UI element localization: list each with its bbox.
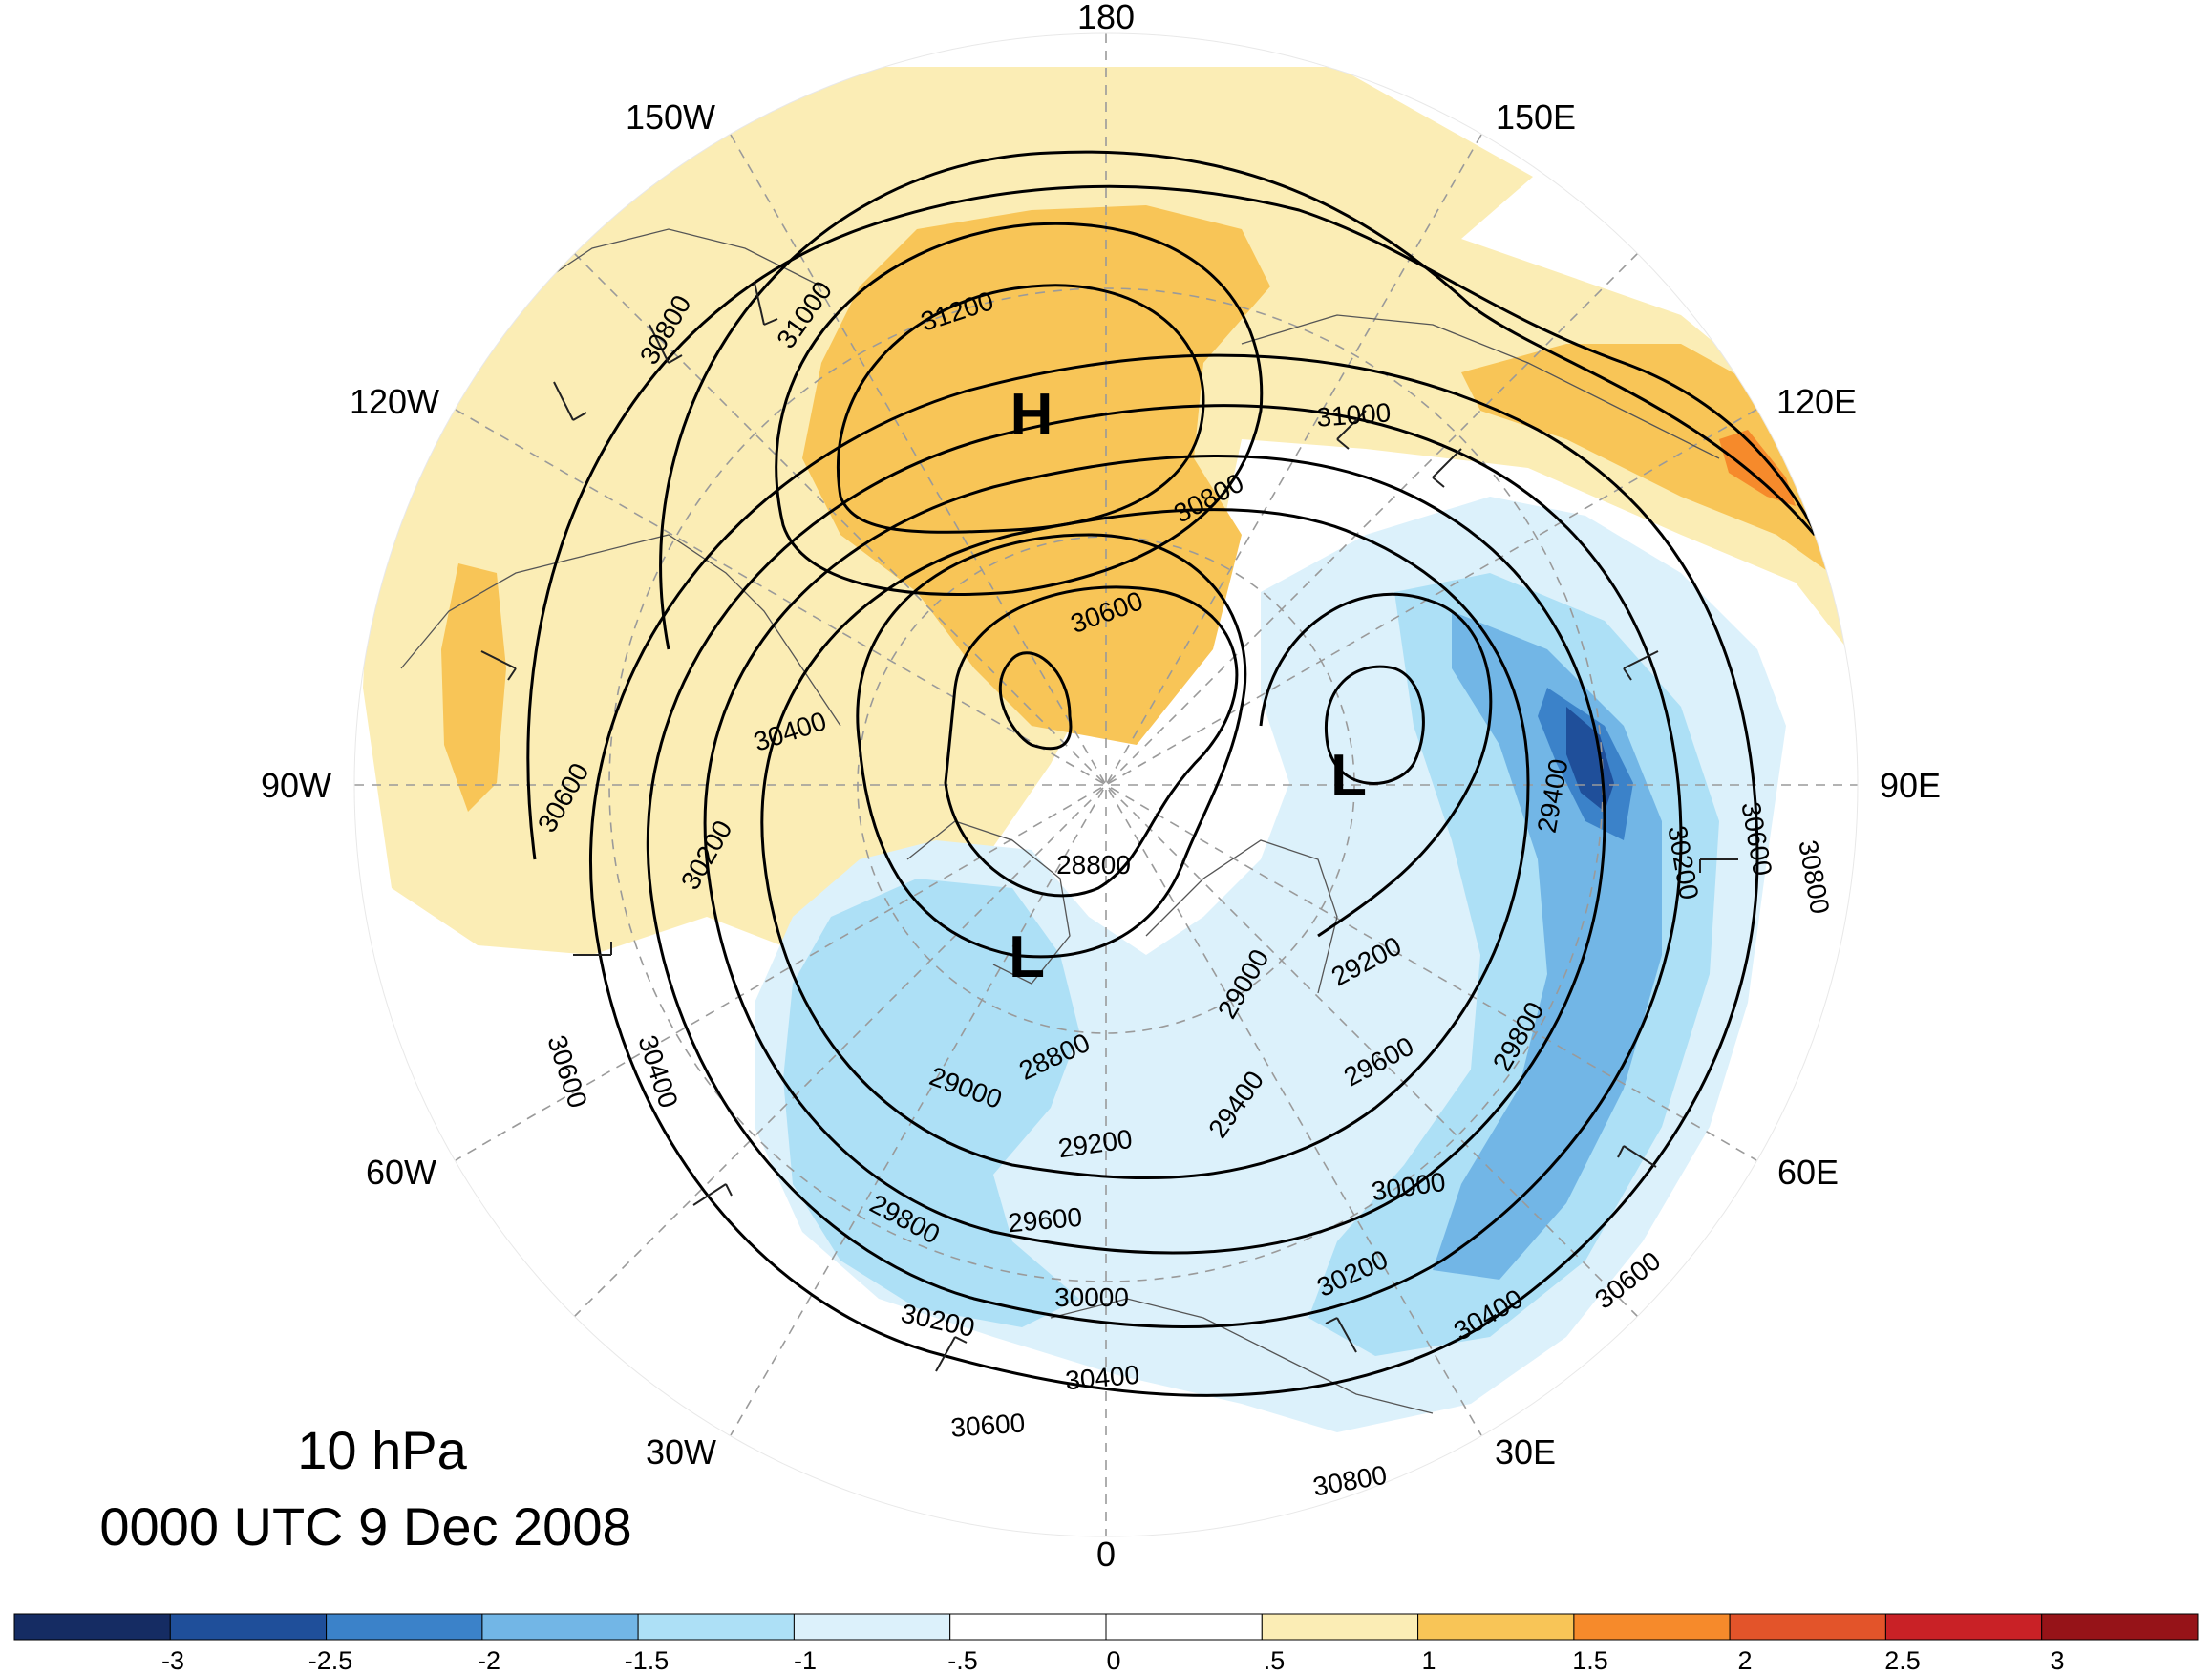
- contour-label: 30600: [949, 1408, 1026, 1442]
- coastlines: [400, 228, 1720, 1414]
- longitude-label: 90W: [261, 766, 331, 805]
- colorbar-swatch: [1261, 1613, 1419, 1641]
- colorbar-swatch: [1573, 1613, 1731, 1641]
- longitude-label: 30E: [1495, 1432, 1556, 1472]
- contour-label: 30400: [1064, 1360, 1140, 1396]
- colorbar-swatch: [2041, 1613, 2199, 1641]
- positive-anomaly-mid-east: [1461, 344, 1843, 583]
- valid-time-title: 0000 UTC 9 Dec 2008: [99, 1496, 631, 1557]
- longitude-labels: 180 150E 120E 90E 60E 30E 0 30W 60W 90W …: [261, 0, 1941, 1574]
- colorbar-swatch: [1729, 1613, 1886, 1641]
- contour-label: 30800: [1310, 1460, 1389, 1502]
- pressure-centers: H L L: [1009, 382, 1367, 990]
- colorbar-swatch: [637, 1613, 795, 1641]
- positive-anomaly-mid-west: [441, 563, 506, 812]
- colorbar-tick-label: .5: [1264, 1646, 1286, 1674]
- contour-label: 30600: [542, 1031, 593, 1112]
- colorbar: [13, 1613, 2199, 1641]
- longitude-label: 0: [1096, 1535, 1116, 1574]
- low-pressure-center: L: [1009, 924, 1045, 990]
- longitude-label: 120E: [1776, 382, 1857, 421]
- longitude-label: 60E: [1777, 1153, 1839, 1192]
- pressure-level-title: 10 hPa: [297, 1420, 467, 1480]
- colorbar-swatch: [949, 1613, 1107, 1641]
- contour-label: 28800: [1056, 850, 1131, 879]
- colorbar-swatch: [1884, 1613, 2043, 1641]
- title-block: 10 hPa 0000 UTC 9 Dec 2008: [99, 1420, 631, 1557]
- contour-label: 31000: [1315, 397, 1392, 432]
- longitude-label: 90E: [1880, 766, 1941, 805]
- colorbar-swatch: [481, 1613, 639, 1641]
- colorbar-tick-label: -2.5: [308, 1646, 353, 1674]
- colorbar-swatch: [169, 1613, 328, 1641]
- high-pressure-center: H: [1010, 382, 1053, 448]
- longitude-label: 180: [1077, 0, 1135, 36]
- colorbar-swatch: [793, 1613, 951, 1641]
- map-boundary: [353, 32, 1859, 1537]
- colorbar-tick-label: -.5: [947, 1646, 978, 1674]
- wind-barbs: [480, 282, 1738, 1372]
- colorbar-tick-label: 0: [1106, 1646, 1120, 1674]
- contour-label: 30000: [1054, 1282, 1129, 1312]
- colorbar-swatch: [13, 1613, 171, 1641]
- longitude-label: 150W: [626, 97, 715, 137]
- anomaly-shading: [363, 67, 1858, 1432]
- colorbar-tick-label: 2: [1737, 1646, 1752, 1674]
- contour-label: 30800: [1793, 837, 1835, 916]
- colorbar-swatch: [1105, 1613, 1263, 1641]
- colorbar-tick-label: 3: [2050, 1646, 2064, 1674]
- positive-anomaly-mid-h: [802, 205, 1270, 745]
- contour-label: 29600: [1007, 1202, 1083, 1239]
- colorbar-tick-label: -3: [161, 1646, 184, 1674]
- colorbar-labels: -3 -2.5 -2 -1.5 -1 -.5 0 .5 1 1.5 2 2.5 …: [161, 1646, 2065, 1674]
- longitude-label: 30W: [646, 1432, 716, 1472]
- longitude-label: 60W: [366, 1153, 436, 1192]
- colorbar-tick-label: -1.5: [625, 1646, 670, 1674]
- colorbar-swatch: [1417, 1613, 1575, 1641]
- colorbar-tick-label: 1.5: [1572, 1646, 1608, 1674]
- contour-label: 30400: [632, 1031, 684, 1112]
- low-pressure-center: L: [1330, 743, 1367, 809]
- colorbar-tick-label: -1: [794, 1646, 817, 1674]
- longitude-label: 120W: [350, 382, 439, 421]
- colorbar-tick-label: 2.5: [1884, 1646, 1921, 1674]
- height-contours: [526, 150, 1836, 1397]
- longitude-label: 150E: [1496, 97, 1576, 137]
- colorbar-swatch: [326, 1613, 483, 1641]
- colorbar-tick-label: 1: [1421, 1646, 1436, 1674]
- positive-anomaly-strong-east: [1719, 430, 1796, 506]
- colorbar-tick-label: -2: [478, 1646, 500, 1674]
